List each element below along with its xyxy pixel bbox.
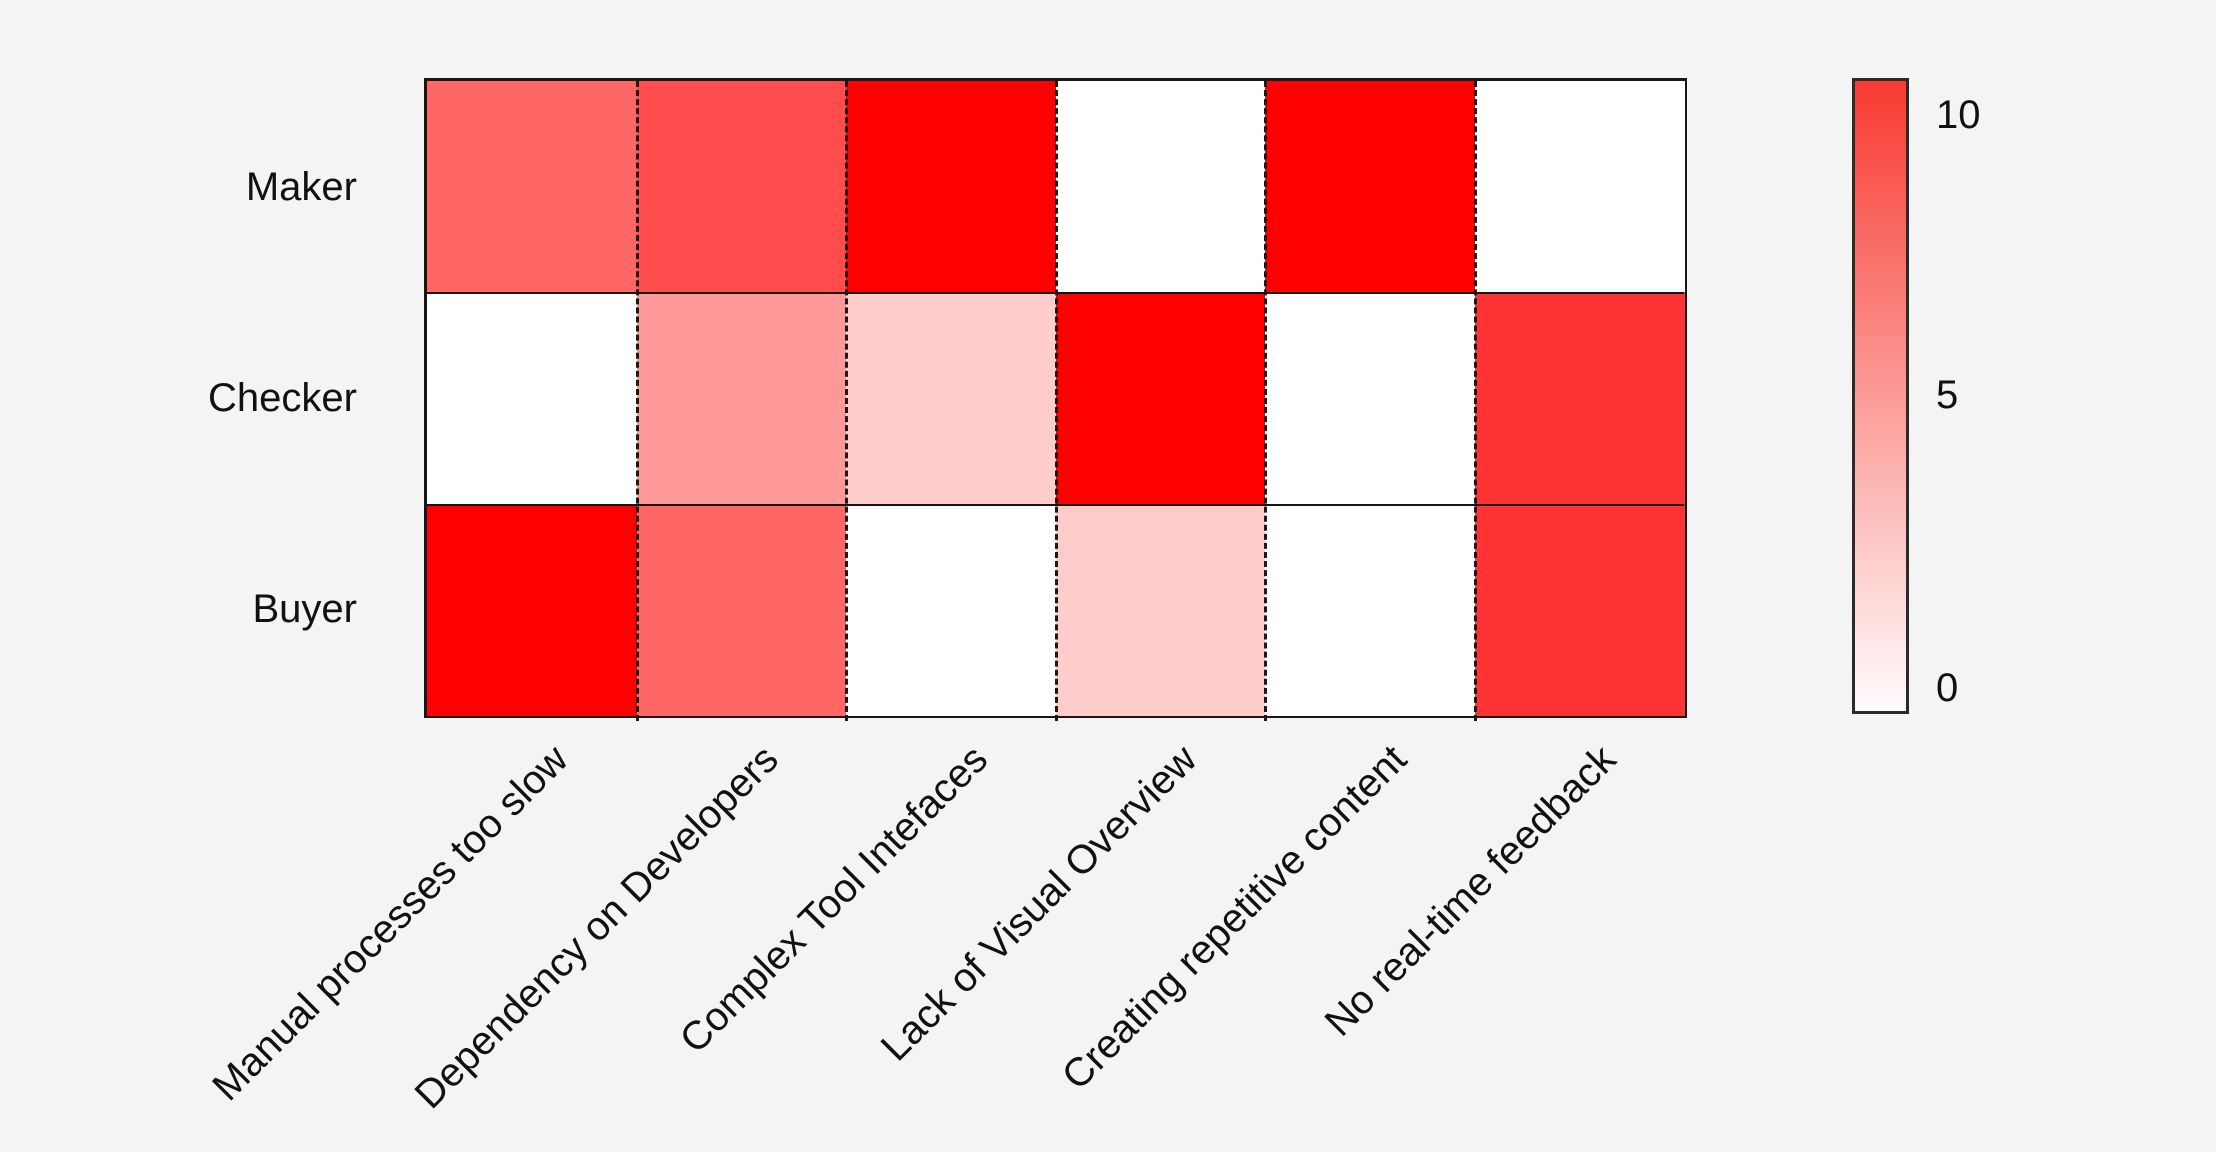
colorbar-tick-label: 10 <box>1936 93 1981 137</box>
colorbar-tick-label: 0 <box>1936 666 1959 710</box>
heatmap-cell <box>1265 81 1475 293</box>
heatmap-cell <box>1474 81 1685 293</box>
heatmap-cell <box>636 292 847 505</box>
heatmap-cell <box>1055 503 1266 716</box>
column-divider-dashed-line <box>1264 81 1267 721</box>
heatmap-cell <box>1265 292 1475 505</box>
y-axis-label: Checker <box>208 376 357 420</box>
heatmap-cell <box>427 292 637 505</box>
heatmap-cell <box>1474 503 1685 716</box>
column-divider-dashed-line <box>1474 81 1477 721</box>
x-axis-label: Creating repetitive content <box>1053 737 1415 1099</box>
heatmap-gridlines-layer <box>427 81 1684 721</box>
y-axis-label: Buyer <box>252 587 358 631</box>
x-axis-label: Dependency on Developers <box>406 737 787 1118</box>
heatmap-cell <box>846 81 1056 293</box>
heatmap-plot <box>424 78 1687 721</box>
heatmap-cell <box>636 503 847 716</box>
heatmap-cell <box>636 81 847 293</box>
heatmap-cells-layer <box>427 81 1685 716</box>
heatmap-cell <box>846 503 1056 716</box>
column-divider-dashed-line <box>636 81 639 721</box>
heatmap-cell <box>1055 81 1266 293</box>
heatmap-cell <box>427 81 637 293</box>
heatmap-cell <box>427 503 637 716</box>
column-divider-dashed-line <box>845 81 848 721</box>
heatmap-cell <box>1474 292 1685 505</box>
colorbar-tick-label: 5 <box>1936 373 1959 417</box>
column-divider-dashed-line <box>1055 81 1058 721</box>
heatmap-cell <box>1265 503 1475 716</box>
x-axis-label: Manual processes too slow <box>204 737 577 1110</box>
y-axis-label: Maker <box>245 165 357 209</box>
colorbar-gradient <box>1855 81 1906 711</box>
heatmap-cell <box>846 292 1056 505</box>
heatmap-cell <box>1055 292 1266 505</box>
colorbar <box>1852 78 1909 714</box>
